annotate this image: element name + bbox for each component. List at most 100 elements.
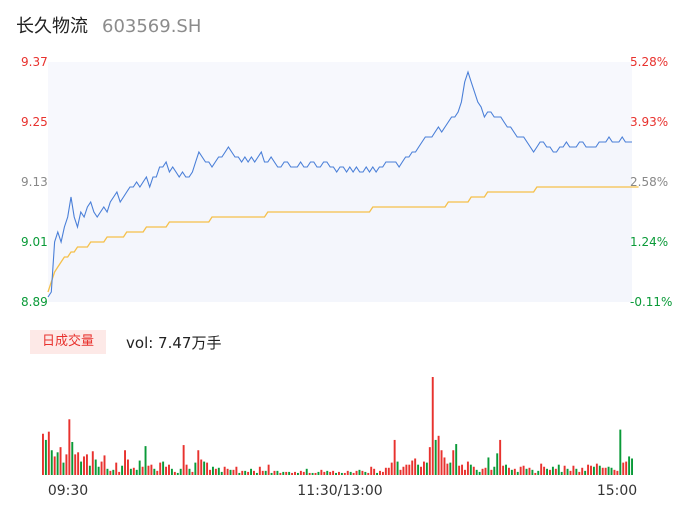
volume-bar <box>53 456 56 475</box>
volume-bar <box>592 466 595 475</box>
y-axis-right: 5.28% 3.93% 2.58% 1.24% -0.11% <box>630 55 672 309</box>
volume-bar <box>261 470 264 475</box>
volume-bar <box>513 468 516 475</box>
volume-bar <box>420 466 422 475</box>
volume-bar <box>329 471 332 475</box>
volume-bar <box>77 452 80 475</box>
volume-bar <box>185 464 188 475</box>
volume-bar <box>238 472 241 475</box>
volume-bar <box>223 466 226 475</box>
volume-bar <box>598 465 601 475</box>
volume-bars <box>42 377 633 475</box>
volume-bar <box>206 462 209 475</box>
volume-bar <box>211 466 214 475</box>
volume-bar <box>516 471 519 475</box>
y-axis-left: 9.37 9.25 9.13 9.01 8.89 <box>21 55 48 309</box>
volume-bar <box>191 471 194 475</box>
volume-bar <box>62 462 65 475</box>
volume-bar <box>121 465 124 475</box>
volume-bar <box>519 466 522 475</box>
volume-bar <box>417 464 420 475</box>
volume-bar <box>493 466 496 475</box>
volume-bar <box>352 472 355 475</box>
volume-bar <box>484 467 487 475</box>
volume-bar <box>625 461 628 475</box>
volume-tab[interactable]: 日成交量 <box>30 330 107 354</box>
volume-bar <box>440 450 443 475</box>
volume-bar <box>601 467 604 475</box>
volume-bar <box>346 470 349 475</box>
volume-bar <box>71 441 74 475</box>
volume-bar <box>100 461 103 475</box>
volume-bar <box>604 467 607 475</box>
volume-bar <box>170 468 173 475</box>
volume-bar <box>408 464 411 475</box>
volume-bar <box>405 464 408 475</box>
volume-bar <box>628 456 631 475</box>
volume-bar <box>173 471 176 475</box>
volume-bar <box>162 461 165 475</box>
volume-bar <box>138 460 141 475</box>
volume-bar <box>381 471 384 475</box>
volume-bar <box>226 468 229 475</box>
volume-bar <box>209 469 211 475</box>
volume-bar <box>490 469 493 475</box>
volume-bar <box>343 472 346 475</box>
volume-bar <box>496 453 499 475</box>
volume-bar <box>168 464 170 475</box>
volume-bar <box>44 439 47 475</box>
volume-bar <box>244 470 247 475</box>
volume-bar <box>393 439 396 475</box>
volume-bar <box>264 470 267 475</box>
volume-bar <box>197 450 200 475</box>
volume-bar <box>464 469 466 475</box>
price-line <box>47 70 632 298</box>
volume-bar <box>56 452 59 475</box>
volume-bar <box>622 462 625 475</box>
volume-bar <box>229 469 232 475</box>
stock-code: 603569.SH <box>102 16 202 37</box>
y-left-tick-label: 9.13 <box>21 175 48 189</box>
volume-bar <box>616 470 619 475</box>
volume-bar <box>302 471 305 475</box>
volume-bar <box>414 458 417 475</box>
volume-bar <box>572 465 575 475</box>
volume-bar <box>390 462 393 475</box>
volume-bar <box>434 439 437 475</box>
volume-bar <box>109 470 112 475</box>
volume-bar <box>338 471 340 475</box>
volume-bar <box>631 458 633 475</box>
volume-bar <box>367 472 370 475</box>
volume-bar <box>332 470 335 475</box>
average-price-line <box>47 186 639 293</box>
volume-bar <box>294 471 296 475</box>
volume-bar <box>305 468 308 475</box>
volume-bar <box>537 470 540 475</box>
volume-bar <box>560 471 563 475</box>
volume-bar <box>543 466 546 475</box>
volume-bar <box>118 471 121 475</box>
volume-bar <box>144 446 147 475</box>
volume-bar <box>510 469 513 475</box>
volume-bar <box>422 461 425 475</box>
volume-bar <box>326 470 329 475</box>
volume-bar <box>217 467 220 475</box>
volume-bar <box>461 464 464 475</box>
y-right-tick-label: 2.58% <box>630 175 668 189</box>
y-left-tick-label: 9.37 <box>21 55 48 69</box>
volume-bar <box>587 464 590 475</box>
volume-bar <box>200 459 203 475</box>
volume-bar <box>83 456 85 475</box>
y-right-tick-label: -0.11% <box>630 295 672 309</box>
volume-bar <box>540 463 543 475</box>
volume-bar <box>411 460 414 475</box>
volume-bar <box>531 469 534 475</box>
volume-bar <box>584 470 587 475</box>
volume-bar <box>505 464 507 475</box>
volume-bar <box>291 472 294 475</box>
volume-bar <box>563 465 566 475</box>
volume-bar <box>528 467 531 475</box>
volume-bar <box>150 464 153 475</box>
volume-bar <box>279 472 282 475</box>
volume-bar <box>296 472 299 475</box>
